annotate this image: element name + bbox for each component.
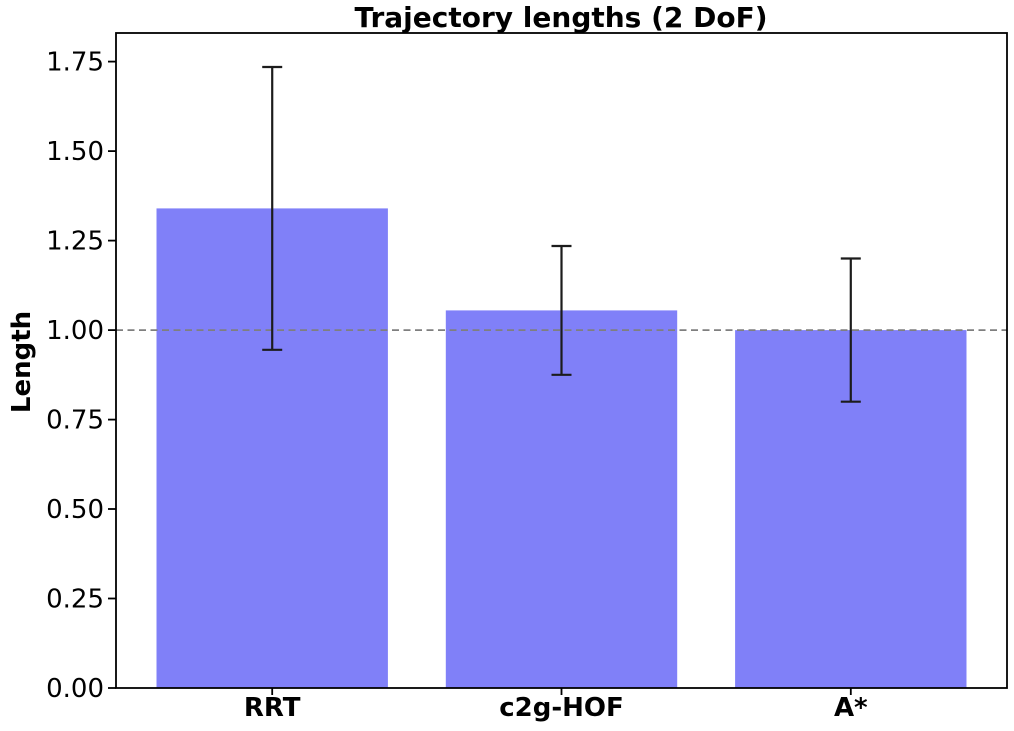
y-tick-label-025: 0.25 xyxy=(46,585,104,615)
y-tick-label-000: 0.00 xyxy=(46,674,104,704)
x-tick-label-rrt: RRT xyxy=(244,693,301,723)
chart-title: Trajectory lengths (2 DoF) xyxy=(354,1,767,34)
y-tick-label-175: 1.75 xyxy=(46,48,104,78)
x-tick-label-a: A* xyxy=(834,693,868,723)
y-tick-label-050: 0.50 xyxy=(46,495,104,525)
y-axis-label: Length xyxy=(7,311,37,413)
y-tick-label-100: 1.00 xyxy=(46,316,104,346)
x-tick-label-c2ghof: c2g-HOF xyxy=(499,693,624,723)
chart-layers: 0.00 0.25 0.50 0.75 1.00 1.25 1.50 1.75 RRT c2g-H… xyxy=(46,32,1008,723)
y-tick-label-150: 1.50 xyxy=(46,137,104,167)
y-tick-label-075: 0.75 xyxy=(46,406,104,436)
y-tick-label-125: 1.25 xyxy=(46,227,104,257)
